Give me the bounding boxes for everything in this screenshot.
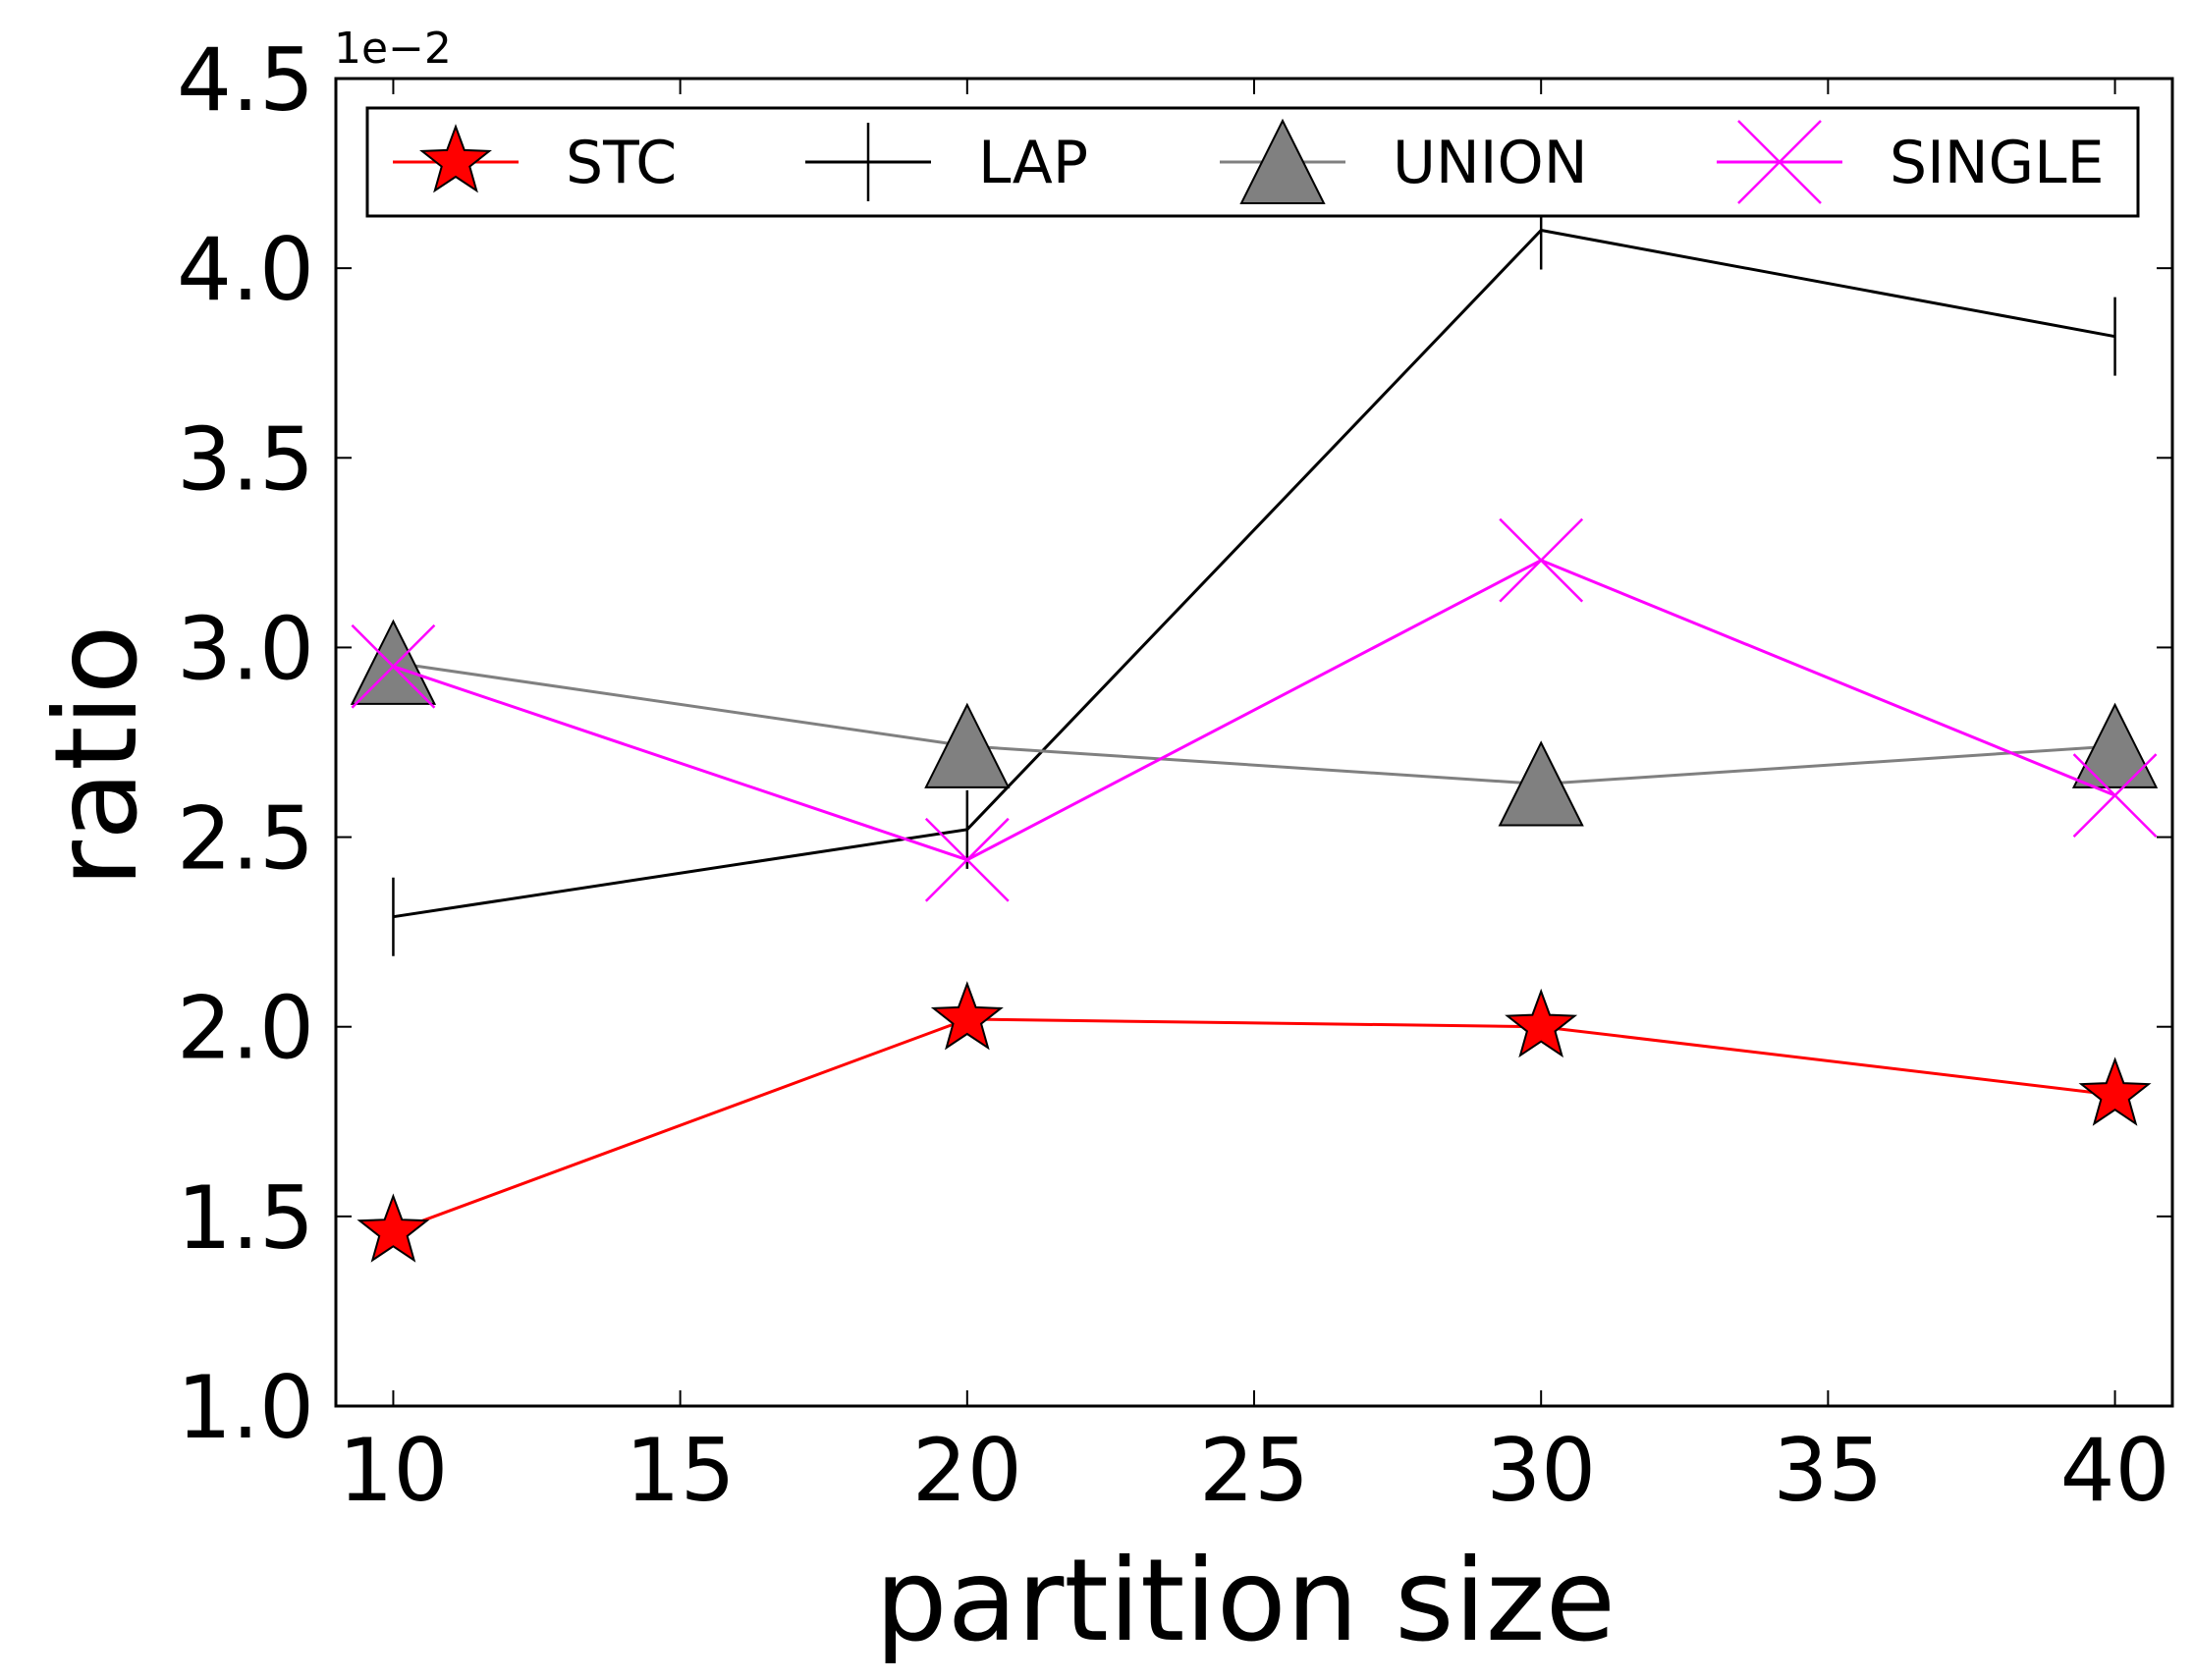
x-tick-label: 15 — [626, 1420, 736, 1521]
y-tick-label: 1.5 — [177, 1167, 314, 1269]
legend: STC LAP UNION SINGLE — [365, 106, 2140, 218]
y-tick-label: 2.0 — [177, 978, 314, 1079]
axis-ticks: 10 15 20 25 30 35 40 1.0 1.5 2.0 2.5 3.0 3.5 4.0 4.5 — [177, 29, 2172, 1521]
x-tick-label: 30 — [1486, 1420, 1596, 1521]
data-point — [924, 817, 1010, 902]
legend-entry-single: SINGLE — [1717, 120, 2105, 204]
data-point — [356, 1193, 430, 1263]
data-point — [930, 981, 1004, 1051]
legend-entry-lap: LAP — [805, 123, 1088, 201]
series-lap — [392, 190, 2116, 956]
legend-label: LAP — [978, 129, 1088, 197]
legend-entry-union: UNION — [1220, 118, 1588, 204]
series-union — [350, 619, 2159, 827]
series-line — [392, 1017, 2115, 1233]
y-tick-label: 1.0 — [177, 1357, 314, 1458]
legend-marker — [419, 124, 492, 193]
x-axis-title: partition size — [875, 1535, 1616, 1667]
data-point — [2071, 702, 2159, 788]
y-tick-label: 3.0 — [177, 598, 314, 699]
series-single — [351, 517, 2158, 902]
x-tick-label: 25 — [1199, 1420, 1309, 1521]
plot-area — [350, 190, 2159, 1263]
x-tick-label: 40 — [2060, 1420, 2170, 1521]
data-point — [1505, 988, 1578, 1058]
series-line — [393, 661, 2115, 786]
y-tick-label: 3.5 — [177, 408, 314, 510]
legend-marker — [1239, 118, 1326, 204]
data-point — [350, 619, 437, 705]
x-tick-label: 20 — [912, 1420, 1022, 1521]
y-axis-title: ratio — [30, 624, 163, 887]
y-offset-label: 1e−2 — [334, 24, 452, 74]
data-point — [924, 702, 1011, 788]
legend-label: SINGLE — [1890, 129, 2105, 197]
x-tick-label: 35 — [1773, 1420, 1883, 1521]
data-point — [351, 623, 436, 709]
legend-entry-stc: STC — [393, 124, 677, 197]
series-line — [392, 558, 2116, 862]
y-tick-label: 4.0 — [177, 219, 314, 320]
series-line — [393, 228, 2115, 919]
legend-label: STC — [566, 129, 677, 197]
x-tick-label: 10 — [338, 1420, 448, 1521]
data-point — [1498, 740, 1584, 827]
data-point — [1499, 517, 1584, 603]
y-tick-label: 2.5 — [177, 788, 314, 890]
data-point — [2072, 753, 2158, 838]
y-tick-label: 4.5 — [177, 29, 314, 131]
series-stc — [356, 981, 2152, 1263]
legend-marker — [1737, 120, 1822, 204]
plot-frame — [334, 77, 2174, 1408]
legend-label: UNION — [1393, 129, 1588, 197]
data-point — [2078, 1057, 2152, 1126]
